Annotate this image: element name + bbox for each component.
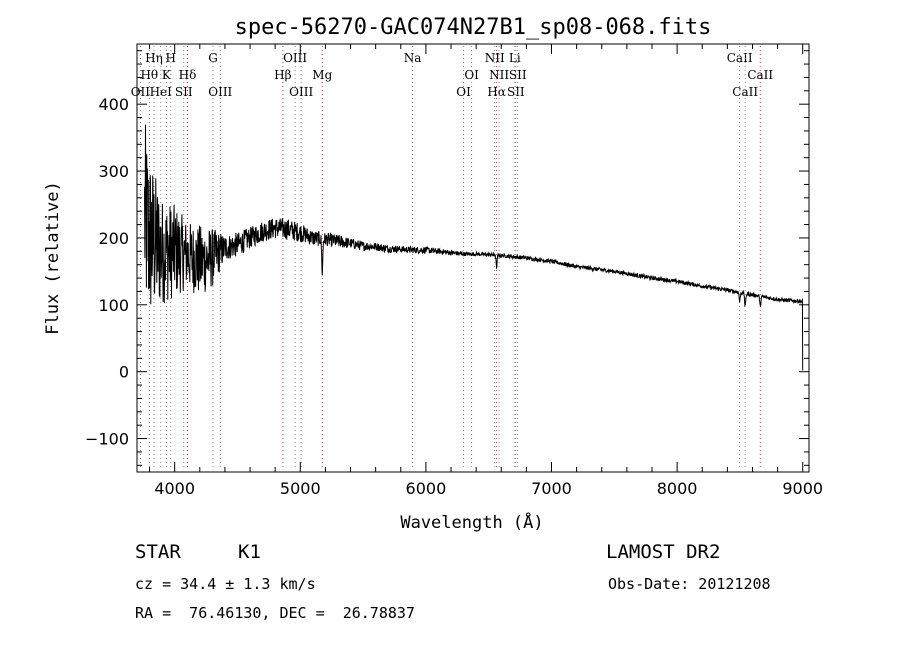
- x-tick-label: 9000: [782, 479, 823, 498]
- obs-date-line: Obs-Date: 20121208: [608, 575, 771, 593]
- marker-label: SII: [507, 85, 525, 99]
- marker-label: Mg: [312, 68, 332, 82]
- y-tick-label: 0: [119, 363, 129, 382]
- plot-frame: [136, 43, 810, 473]
- marker-label: Li: [509, 51, 521, 65]
- spectrum-series: [144, 124, 804, 371]
- marker-label: CaII: [732, 85, 758, 99]
- marker-label: Hθ: [140, 68, 158, 82]
- marker-label: G: [208, 51, 218, 65]
- survey-label: LAMOST DR2: [606, 541, 721, 563]
- marker-label: Na: [404, 51, 422, 65]
- marker-label: Hη: [145, 51, 163, 65]
- marker-label: OI: [464, 68, 479, 82]
- marker-label: OIII: [208, 85, 232, 99]
- x-tick-label: 6000: [406, 479, 447, 498]
- marker-label: Hβ: [274, 68, 291, 82]
- axes: 4000 5000 6000 7000 8000 9000 −100 0 100 200 300 40…: [85, 44, 823, 498]
- y-tick-label: −100: [85, 430, 129, 449]
- marker-label: SII: [509, 68, 527, 82]
- radec-line: RA = 76.46130, DEC = 26.78837: [135, 604, 415, 622]
- marker-label: K: [162, 68, 172, 82]
- marker-label: NII: [485, 51, 505, 65]
- y-tick-label: 400: [98, 95, 129, 114]
- marker-label: OIII: [289, 85, 313, 99]
- x-tick-label: 5000: [280, 479, 321, 498]
- marker-label: CaII: [727, 51, 753, 65]
- marker-label: NII: [489, 68, 509, 82]
- marker-label: CaII: [747, 68, 773, 82]
- y-tick-label: 200: [98, 229, 129, 248]
- x-axis-label: Wavelength (Å): [400, 511, 543, 533]
- marker-label: OII: [131, 85, 151, 99]
- class-label: STAR: [135, 541, 181, 563]
- redshift-line: cz = 34.4 ± 1.3 km/s: [135, 575, 316, 593]
- y-axis-label: Flux (relative): [43, 181, 63, 335]
- marker-label: OIII: [283, 51, 307, 65]
- x-tick-label: 8000: [657, 479, 698, 498]
- marker-label: Hα: [487, 85, 506, 99]
- y-tick-label: 300: [98, 162, 129, 181]
- chart-title: spec-56270-GAC074N27B1_sp08-068.fits: [235, 15, 712, 40]
- subclass-label: K1: [238, 541, 261, 563]
- marker-label: Hδ: [179, 68, 197, 82]
- x-tick-label: 4000: [154, 479, 195, 498]
- y-tick-label: 100: [98, 296, 129, 315]
- marker-label: SII: [175, 85, 193, 99]
- marker-label: H: [166, 51, 176, 65]
- marker-label: OI: [456, 85, 471, 99]
- marker-label: HeI: [150, 85, 173, 99]
- flux-series-line: [144, 124, 804, 371]
- x-tick-label: 7000: [531, 479, 572, 498]
